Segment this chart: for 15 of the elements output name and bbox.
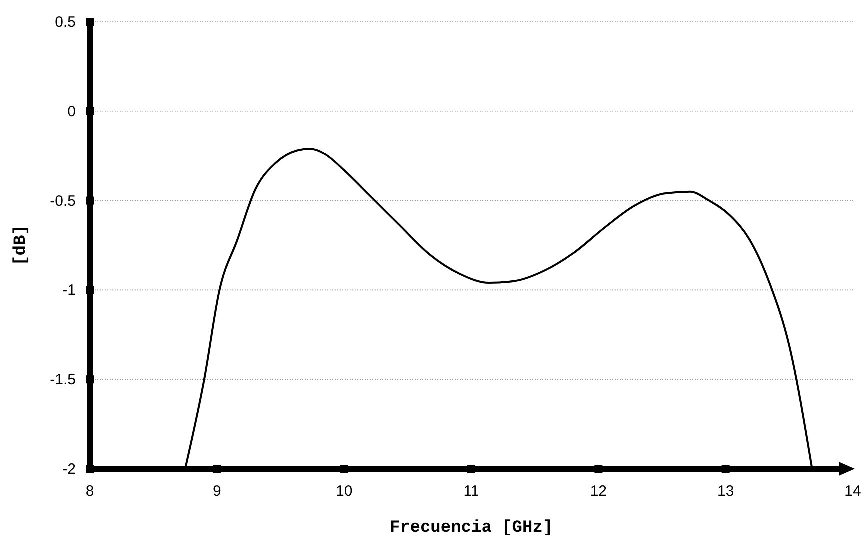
y-tick-label: -1.5 xyxy=(50,372,76,389)
x-tick-label: 13 xyxy=(717,483,734,500)
x-tick-label: 12 xyxy=(590,483,608,500)
x-tick-label: 9 xyxy=(212,483,222,500)
x-tick-label: 14 xyxy=(844,483,862,500)
y-tick-label: -0.5 xyxy=(50,192,76,210)
y-tick-label: 0.5 xyxy=(55,14,76,31)
x-tick-label: 11 xyxy=(464,483,480,500)
y-axis-title: [dB] xyxy=(12,225,31,266)
x-tick-label: 8 xyxy=(86,483,94,500)
x-tick-label: 10 xyxy=(336,483,353,500)
y-tick-label: 0 xyxy=(68,103,76,120)
x-axis-title: Frecuencia [GHz] xyxy=(390,519,554,538)
y-tick-label: -1 xyxy=(62,282,76,300)
y-tick-label: -2 xyxy=(62,461,76,478)
